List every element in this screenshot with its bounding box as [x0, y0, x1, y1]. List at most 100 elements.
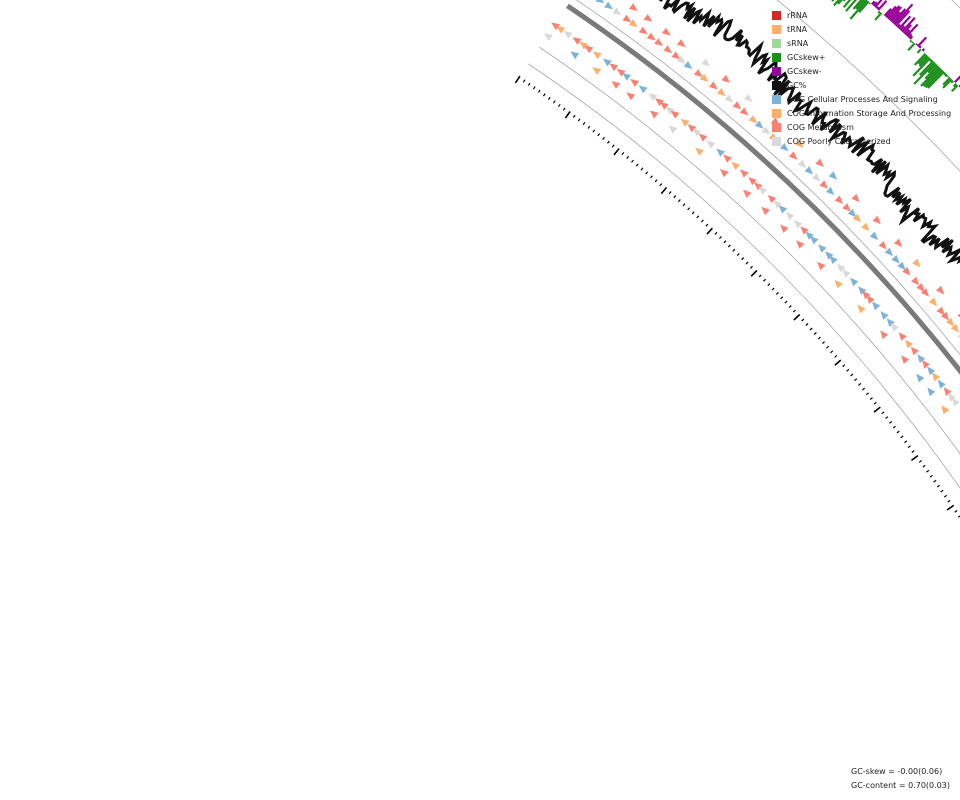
- cds-feature-arrow: [893, 238, 903, 248]
- legend-item: COG Cellular Processes And Signaling: [772, 93, 951, 107]
- cds-feature-arrow: [797, 159, 807, 168]
- inner-minor-tick: [687, 207, 691, 211]
- gc-skew-positive-bar: [952, 83, 957, 88]
- cds-feature-arrow: [676, 55, 686, 64]
- inner-major-tick: [834, 359, 842, 366]
- cds-feature-arrow: [901, 355, 910, 364]
- cds-feature-arrow: [916, 283, 925, 292]
- cds-feature-arrow: [780, 224, 789, 233]
- inner-minor-tick: [700, 219, 704, 223]
- cds-feature-arrow: [861, 222, 870, 232]
- inner-minor-tick: [873, 401, 877, 405]
- inner-minor-tick: [904, 440, 908, 444]
- cds-feature-arrow: [834, 279, 843, 289]
- inner-major-tick: [706, 227, 713, 235]
- gc-skew-negative-bar: [907, 33, 913, 39]
- inner-minor-tick: [650, 175, 653, 179]
- guide-circle: [528, 63, 960, 489]
- gc-skew-negative-bar: [896, 23, 901, 28]
- cds-feature-arrow: [890, 322, 899, 332]
- inner-minor-tick: [577, 118, 581, 122]
- cds-feature-arrow: [810, 235, 819, 245]
- gc-skew-positive-bar: [855, 0, 866, 10]
- gc-skew-positive-bar: [913, 61, 936, 85]
- cds-feature-arrow: [556, 25, 566, 34]
- legend-item: tRNA: [772, 22, 951, 36]
- legend-item: GCskew+: [772, 50, 951, 64]
- inner-minor-tick: [896, 430, 900, 434]
- legend-item: GCskew-: [772, 64, 951, 78]
- gc-skew-positive-bar: [927, 70, 945, 89]
- cds-feature-arrow: [819, 180, 828, 189]
- cds-feature-arrow: [857, 304, 866, 314]
- cds-feature-arrow: [773, 200, 782, 209]
- cds-feature-arrow: [616, 68, 626, 77]
- cds-feature-arrow: [837, 263, 846, 273]
- inner-minor-tick: [907, 445, 911, 449]
- gc-skew-positive-bar: [842, 0, 846, 2]
- inner-minor-tick: [723, 240, 727, 244]
- gc-skew-positive-bar: [924, 69, 944, 89]
- inner-minor-tick: [758, 274, 762, 278]
- inner-major-tick: [911, 454, 919, 461]
- cds-feature-arrow: [880, 311, 889, 320]
- inner-minor-tick: [826, 345, 830, 349]
- gc-skew-negative-bar: [894, 10, 911, 27]
- cds-feature-arrow: [912, 258, 921, 268]
- gc-skew-positive-bar: [927, 63, 938, 74]
- inner-minor-tick: [805, 323, 809, 326]
- inner-minor-tick: [869, 397, 873, 400]
- cds-feature-arrow: [604, 1, 613, 10]
- cds-feature-arrow: [676, 39, 686, 48]
- cds-feature-arrow: [898, 332, 907, 341]
- cds-feature-arrow: [884, 247, 893, 257]
- cds-feature-arrow: [937, 379, 946, 389]
- inner-minor-tick: [659, 183, 663, 187]
- gc-skew-positive-bar: [849, 0, 868, 20]
- inner-minor-tick: [542, 93, 546, 97]
- inner-minor-tick: [677, 199, 681, 203]
- cds-feature-arrow: [818, 244, 827, 253]
- cds-feature-arrow: [950, 323, 959, 333]
- track-guide-circles: [528, 0, 960, 489]
- cds-feature-arrow: [646, 32, 656, 41]
- inner-minor-tick: [809, 327, 813, 331]
- inner-minor-tick: [522, 79, 526, 83]
- legend-swatch: [772, 81, 781, 91]
- inner-minor-tick: [597, 133, 601, 137]
- inner-minor-tick: [741, 257, 745, 261]
- inner-minor-tick: [954, 510, 958, 513]
- cds-feature-arrow: [825, 186, 835, 196]
- inner-minor-tick: [943, 494, 948, 498]
- cds-feature-arrow: [795, 139, 804, 148]
- gc-skew-negative-bar: [953, 75, 960, 83]
- inner-minor-tick: [858, 382, 862, 386]
- inner-minor-tick: [767, 283, 771, 287]
- cds-feature-arrow: [649, 110, 659, 119]
- inner-minor-tick: [830, 350, 834, 354]
- cds-feature-arrow: [609, 63, 619, 72]
- gc-skew-positive-bar: [877, 10, 881, 14]
- inner-minor-tick: [947, 499, 951, 503]
- inner-minor-tick: [691, 211, 695, 215]
- inner-minor-tick: [865, 392, 869, 396]
- gc-content-track: [658, 0, 960, 265]
- cds-feature-arrow: [595, 0, 605, 4]
- cds-feature-arrow: [663, 45, 673, 54]
- inner-minor-tick: [788, 305, 792, 309]
- cds-feature-arrow: [910, 276, 920, 286]
- cds-feature-arrow: [941, 405, 950, 415]
- gc-skew-negative-bar: [904, 29, 911, 36]
- cds-feature-arrow: [706, 140, 716, 149]
- inner-minor-tick: [736, 252, 740, 257]
- inner-minor-tick: [732, 248, 736, 252]
- inner-minor-tick: [532, 86, 536, 90]
- inner-minor-tick: [933, 479, 937, 483]
- cds-feature-arrow: [748, 177, 757, 186]
- inner-minor-tick: [842, 364, 846, 368]
- cds-feature-arrow: [852, 213, 861, 223]
- legend-item: GC%: [772, 78, 951, 92]
- cds-feature-arrow: [928, 297, 937, 307]
- gc-content-stat: GC-content = 0.70(0.03): [851, 781, 950, 790]
- inner-minor-tick: [749, 265, 753, 269]
